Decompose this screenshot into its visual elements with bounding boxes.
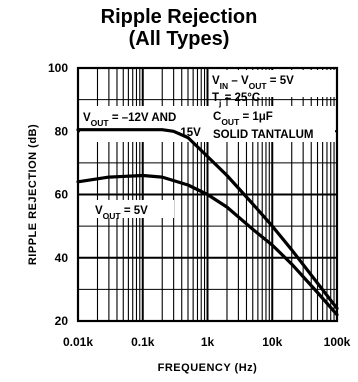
x-tick-label: 0.01k [63, 335, 93, 349]
y-tick-label: 40 [55, 251, 69, 265]
annotation-backdrop [92, 200, 174, 218]
x-tick-label: 1k [201, 335, 215, 349]
annotation-cout: COUT = 1μF [213, 111, 273, 127]
chart-subtitle: (All Types) [128, 28, 230, 50]
y-tick-label: 20 [55, 314, 69, 328]
x-axis-label: FREQUENCY (Hz) [158, 362, 258, 374]
x-tick-label: 0.1k [131, 335, 155, 349]
y-tick-label: 60 [55, 188, 69, 202]
annotation-solid: SOLID TANTALUM [213, 129, 314, 141]
x-tick-label: 10k [262, 335, 282, 349]
annotation-vin: VIN – VOUT = 5V [212, 75, 294, 91]
y-tick-label: 80 [55, 124, 69, 138]
x-tick-label: 100k [324, 335, 351, 349]
y-tick-label: 100 [48, 61, 68, 75]
annotation-minus15: –15V [174, 127, 201, 139]
annotation-backdrop [209, 70, 335, 97]
y-axis-label: RIPPLE REJECTION (dB) [27, 124, 39, 265]
series-line-2 [76, 173, 339, 317]
chart-title: Ripple Rejection [100, 6, 258, 28]
annotation-vout12: VOUT = –12V AND [83, 112, 176, 128]
annotation-backdrop [80, 106, 335, 142]
annotation-vout5: VOUT = 5V [95, 205, 148, 221]
plot-frame [76, 66, 339, 323]
series-line-1 [76, 128, 339, 310]
annotation-tj: Tj = 25°C [212, 92, 260, 108]
